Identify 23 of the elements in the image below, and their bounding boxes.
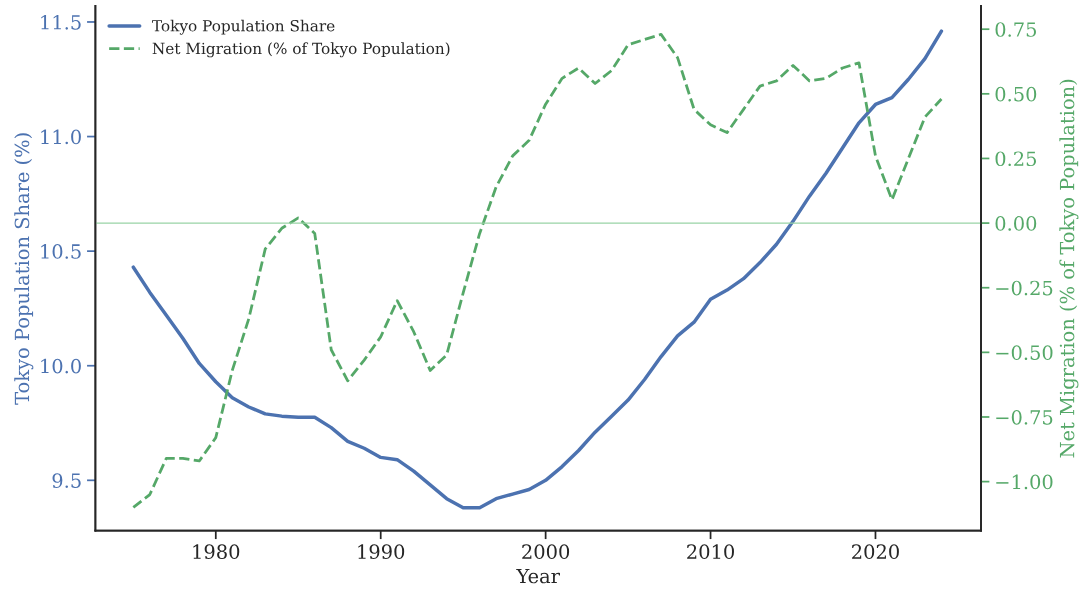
x-tick-label: 2000 xyxy=(522,544,570,559)
y-tick-label: 11.5 xyxy=(41,14,81,30)
y2-tick-label: −0.75 xyxy=(996,409,1053,425)
x-tick-label: 1980 xyxy=(193,544,240,559)
x-tick-label: 2010 xyxy=(687,544,734,559)
y-tick-label: 11.0 xyxy=(41,129,81,145)
y2-axis-title: Net Migration (% of Tokyo Population) xyxy=(1059,79,1079,458)
legend-label: Net Migration (% of Tokyo Population) xyxy=(152,42,450,58)
y-tick-label: 9.5 xyxy=(52,473,81,488)
y2-tick-label: 0.25 xyxy=(995,151,1037,167)
y2-tick-label: −0.25 xyxy=(996,280,1053,296)
x-tick-label: 1990 xyxy=(358,544,405,559)
y2-tick-label: 0.00 xyxy=(995,216,1037,231)
y-tick-label: 10.0 xyxy=(41,358,81,374)
x-axis-title: Year xyxy=(516,568,560,584)
y2-tick-label: 0.50 xyxy=(995,86,1037,102)
y-axis-title: Tokyo Population Share (%) xyxy=(14,133,34,405)
y2-tick-label: 0.75 xyxy=(995,22,1037,37)
x-tick-label: 2020 xyxy=(852,544,899,559)
y2-tick-label: −1.00 xyxy=(996,474,1053,490)
y-tick-label: 10.5 xyxy=(41,244,81,259)
y2-tick-label: −0.50 xyxy=(996,345,1053,361)
legend-label: Tokyo Population Share xyxy=(152,19,335,35)
